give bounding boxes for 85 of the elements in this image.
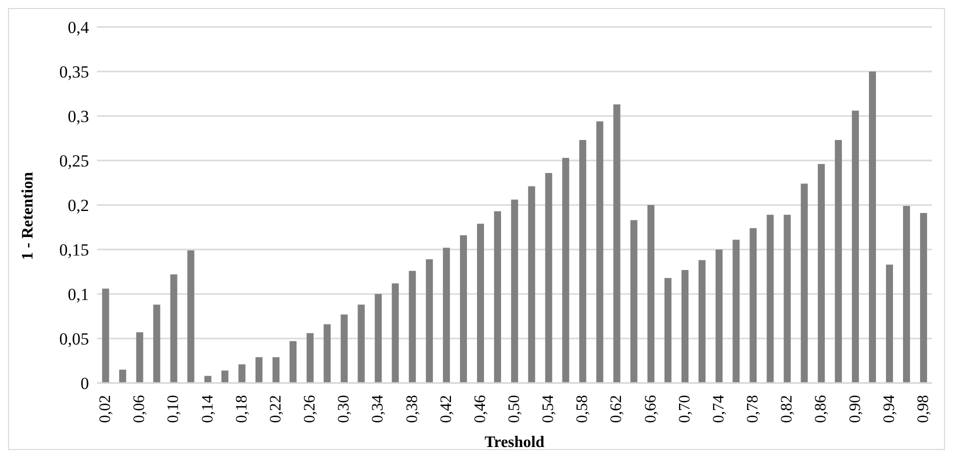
x-axis-title: Treshold xyxy=(484,434,545,451)
x-tick-label: 0,94 xyxy=(880,395,898,423)
x-tick-label: 0,62 xyxy=(608,395,626,423)
bar xyxy=(221,370,228,383)
bar xyxy=(903,206,910,383)
bar xyxy=(562,158,570,383)
bar xyxy=(682,270,688,383)
bar xyxy=(442,248,450,383)
bar xyxy=(716,250,723,383)
bar xyxy=(272,357,280,383)
x-tick-label: 0,06 xyxy=(131,395,148,423)
bar xyxy=(528,186,536,383)
bar xyxy=(545,172,552,383)
bar xyxy=(766,214,774,383)
x-tick-label: 0,10 xyxy=(165,395,182,423)
y-tick-label: 0,35 xyxy=(59,62,89,82)
y-tick-label: 0,15 xyxy=(59,240,89,260)
bar xyxy=(784,214,791,383)
x-tick-label: 0,42 xyxy=(438,395,455,423)
x-tick-label: 0,18 xyxy=(233,395,250,423)
x-tick-label: 0,22 xyxy=(267,395,284,423)
bar xyxy=(102,288,110,383)
bar xyxy=(477,224,484,383)
y-tick-label: 0,25 xyxy=(59,152,89,171)
bar xyxy=(698,260,706,383)
bar xyxy=(153,304,160,383)
bar xyxy=(630,220,638,383)
bar xyxy=(426,259,433,383)
bar xyxy=(306,333,314,383)
y-tick-label: 0 xyxy=(80,374,89,394)
x-tick-label: 0,46 xyxy=(472,395,489,423)
y-tick-label: 0,3 xyxy=(68,107,89,126)
bar xyxy=(647,205,654,383)
x-tick-label: 0,50 xyxy=(506,395,523,423)
x-tick-label: 0,86 xyxy=(812,395,830,423)
x-tick-label: 0,74 xyxy=(710,395,728,423)
bar xyxy=(170,274,178,383)
bar xyxy=(886,264,893,383)
x-tick-label: 0,26 xyxy=(302,395,319,423)
bar xyxy=(920,213,928,383)
bar xyxy=(255,357,262,383)
bar xyxy=(374,294,382,383)
bar xyxy=(664,278,672,383)
bar xyxy=(187,250,194,383)
y-axis-title: 1 - Retention xyxy=(20,172,37,260)
x-tick-label: 0,34 xyxy=(370,395,387,423)
y-tick-label: 0,05 xyxy=(59,330,89,349)
x-tick-label: 0,14 xyxy=(199,395,216,423)
bar xyxy=(868,72,876,383)
bar xyxy=(340,314,348,383)
bar xyxy=(511,200,518,383)
bar xyxy=(392,283,399,383)
bar xyxy=(852,110,859,383)
bar xyxy=(596,121,604,383)
bar xyxy=(579,140,586,383)
bar xyxy=(750,228,757,383)
bar xyxy=(818,164,825,383)
bar xyxy=(290,341,297,383)
bar xyxy=(800,184,808,383)
x-tick-label: 0,58 xyxy=(574,395,592,423)
bar xyxy=(834,140,842,383)
x-tick-label: 0,82 xyxy=(778,395,796,423)
bar xyxy=(408,270,416,383)
y-tick-label: 0,1 xyxy=(68,285,89,304)
x-tick-label: 0,38 xyxy=(404,395,421,423)
bar xyxy=(460,235,467,383)
x-tick-label: 0,02 xyxy=(97,395,114,423)
x-tick-label: 0,90 xyxy=(846,395,864,423)
bar xyxy=(136,332,144,383)
bar xyxy=(324,324,331,383)
x-tick-label: 0,78 xyxy=(744,395,762,423)
x-tick-label: 0,98 xyxy=(914,395,932,423)
x-tick-label: 0,54 xyxy=(540,395,558,423)
x-tick-label: 0,70 xyxy=(676,395,694,423)
x-tick-label: 0,66 xyxy=(642,395,660,423)
bar xyxy=(204,376,212,383)
y-tick-label: 0,2 xyxy=(68,196,89,216)
bar xyxy=(732,240,740,383)
y-tick-label: 0,4 xyxy=(68,18,90,38)
bar xyxy=(613,104,620,383)
bar xyxy=(494,211,502,383)
bar xyxy=(119,370,126,383)
bar xyxy=(238,364,246,383)
x-tick-label: 0,30 xyxy=(336,395,353,423)
bar xyxy=(358,304,365,383)
